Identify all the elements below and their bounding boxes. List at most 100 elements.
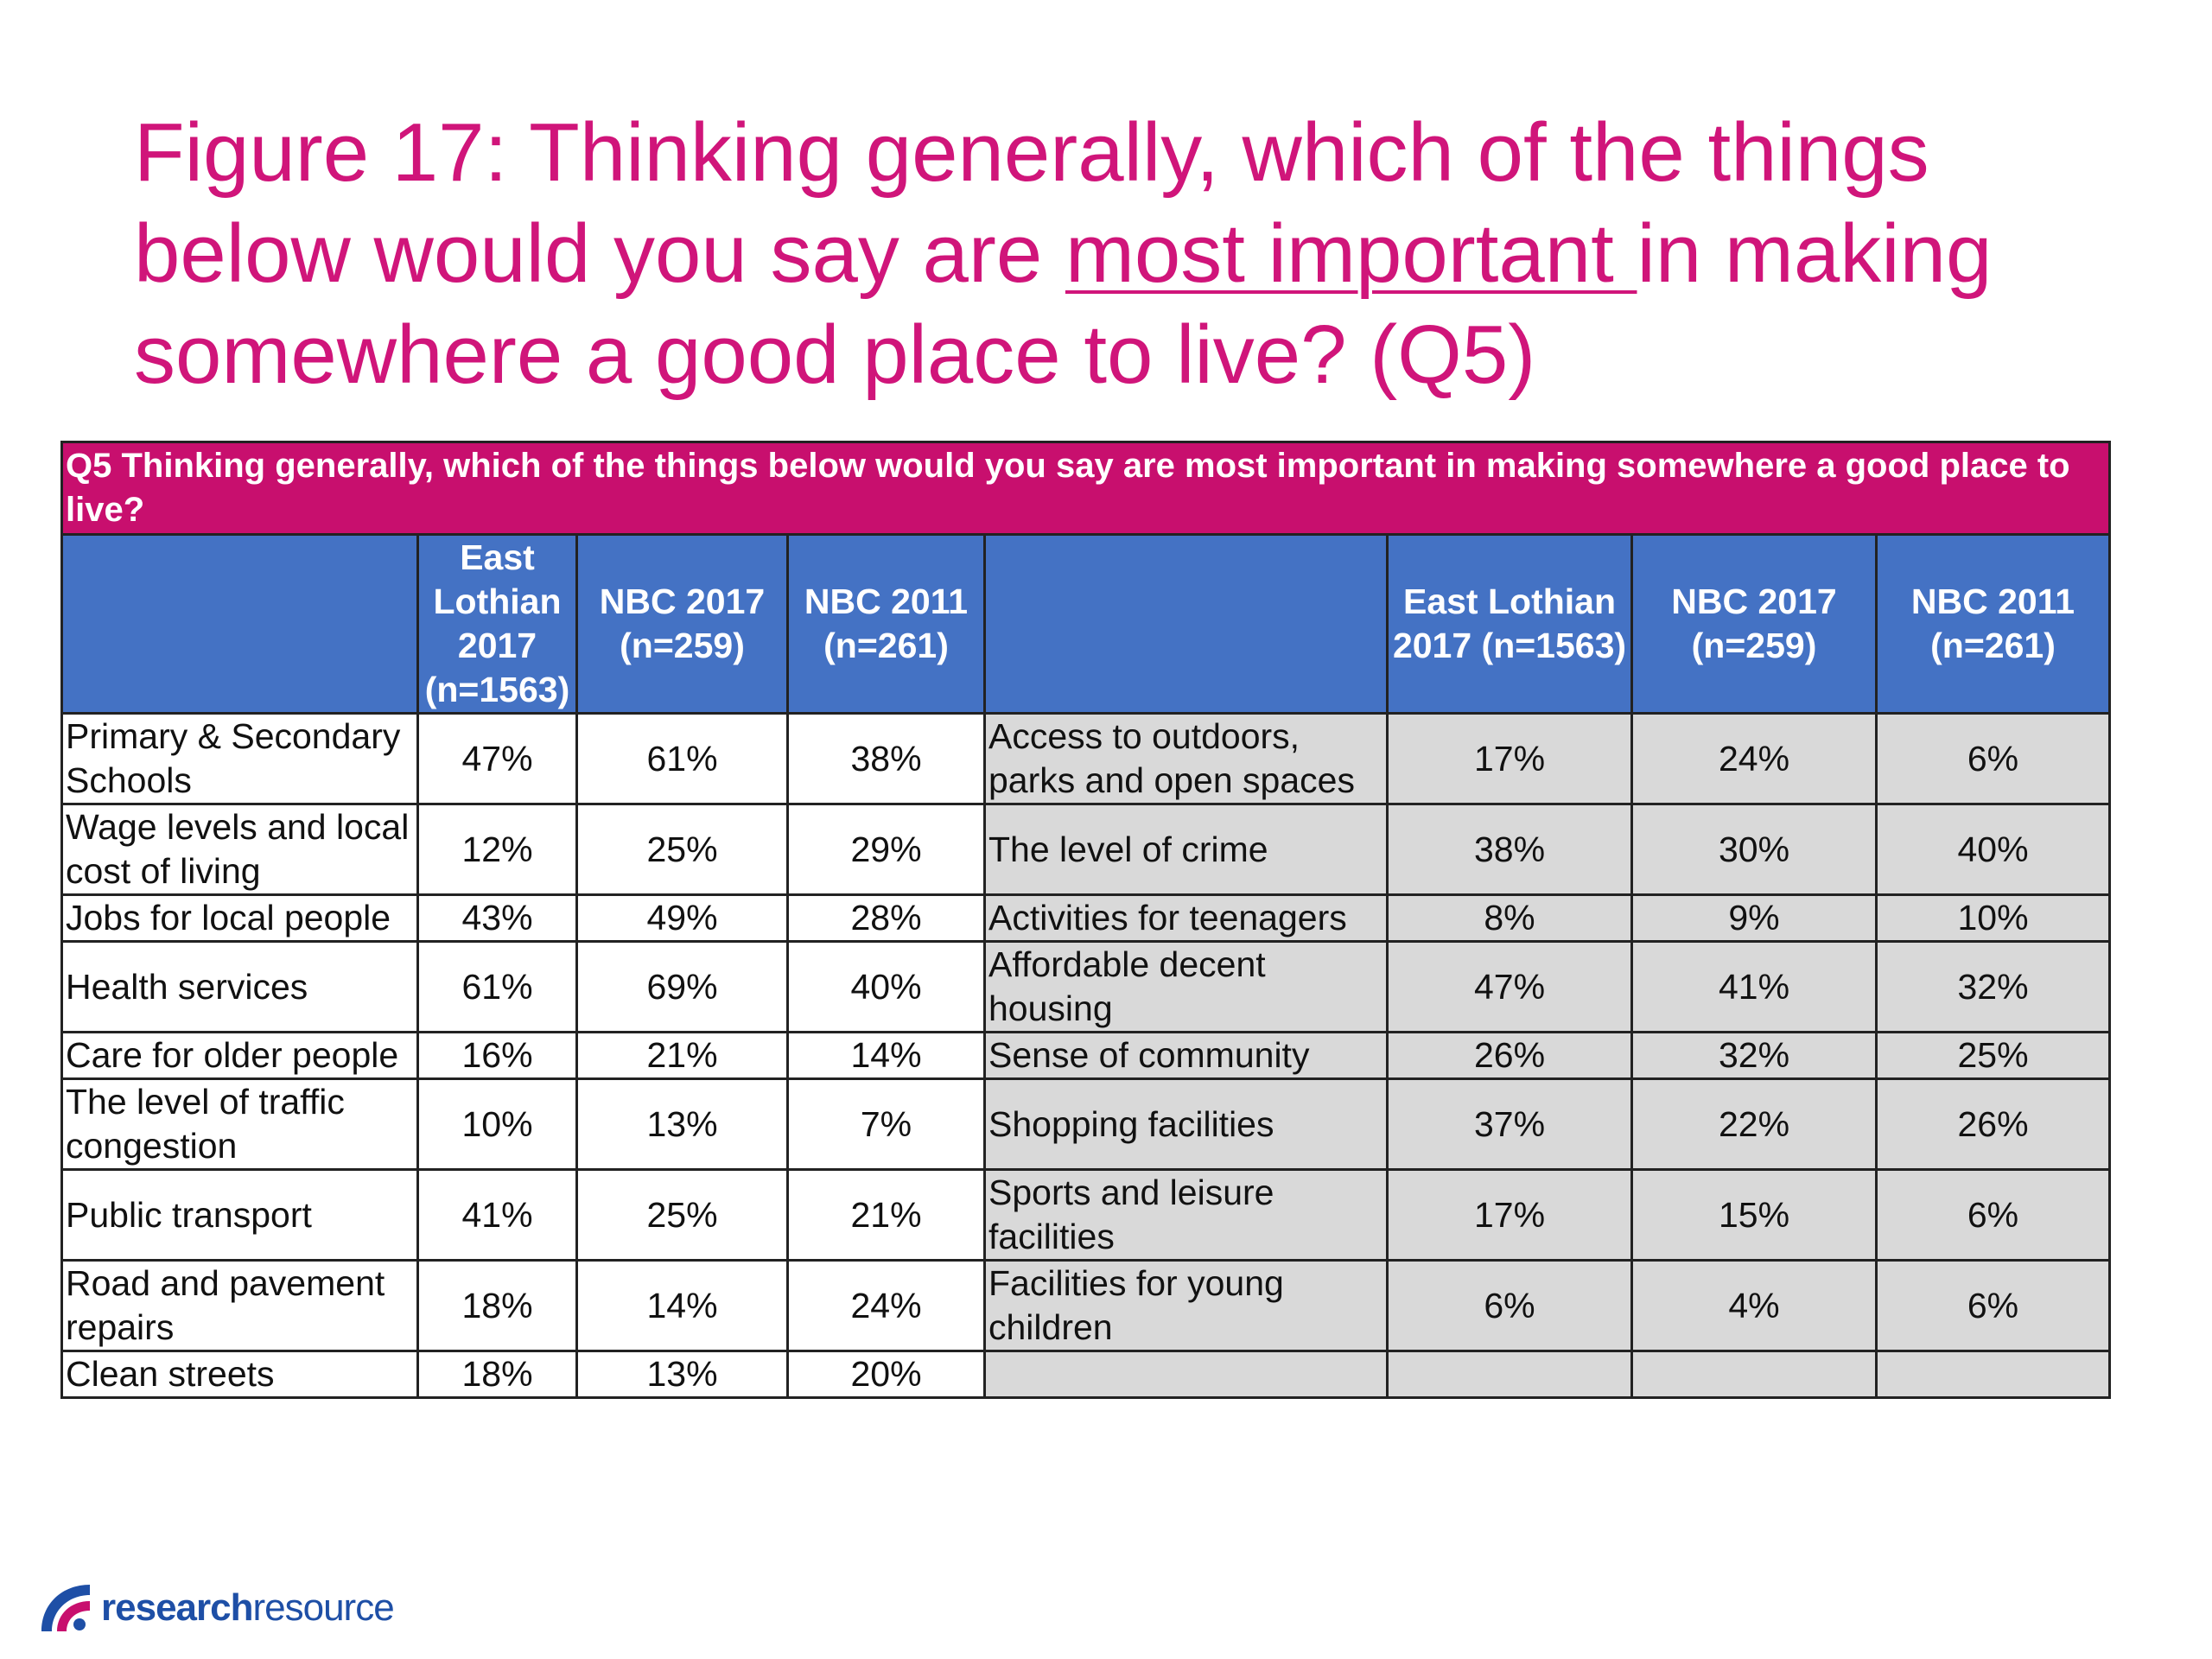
- row-label: Health services: [60, 940, 419, 1033]
- value-cell: 20%: [786, 1350, 986, 1399]
- row-label: Clean streets: [60, 1350, 419, 1399]
- row-label: Jobs for local people: [60, 893, 419, 943]
- table-row: Health services 61% 69% 40% Affordable decen…: [60, 940, 2111, 1033]
- research-resource-logo: researchresource: [36, 1571, 434, 1640]
- value-cell: 25%: [575, 1168, 789, 1262]
- value-cell: 16%: [416, 1031, 578, 1080]
- row-label: Sense of community: [983, 1031, 1389, 1080]
- figure-title: Figure 17: Thinking generally, which of …: [134, 102, 2121, 405]
- value-cell: 10%: [1875, 893, 2111, 943]
- value-cell: 8%: [1386, 893, 1633, 943]
- value-cell: 37%: [1386, 1077, 1633, 1171]
- right-column-header-1: NBC 2017 (n=259): [1630, 533, 1878, 715]
- value-cell: 13%: [575, 1077, 789, 1171]
- row-label: Primary & Secondary Schools: [60, 712, 419, 805]
- column-header-row: East Lothian 2017 (n=1563) NBC 2017 (n=25…: [60, 533, 2111, 715]
- value-cell: 6%: [1875, 1259, 2111, 1352]
- value-cell: 29%: [786, 803, 986, 896]
- value-cell: 47%: [416, 712, 578, 805]
- value-cell: 24%: [786, 1259, 986, 1352]
- value-cell: 14%: [786, 1031, 986, 1080]
- table-row: Jobs for local people 43% 49% 28% Activities…: [60, 893, 2111, 943]
- value-cell: 61%: [575, 712, 789, 805]
- value-cell: 49%: [575, 893, 789, 943]
- value-cell: 47%: [1386, 940, 1633, 1033]
- table-row: Care for older people 16% 21% 14% Sense of c…: [60, 1031, 2111, 1080]
- right-label-header: [983, 533, 1389, 715]
- value-cell: [1875, 1350, 2111, 1399]
- title-text-start: Figure 17: Thinking generally, which of …: [134, 106, 1929, 300]
- right-column-header-2: NBC 2011 (n=261): [1875, 533, 2111, 715]
- table-row: Wage levels and local cost of living 12% 2…: [60, 803, 2111, 896]
- value-cell: 18%: [416, 1259, 578, 1352]
- value-cell: 22%: [1630, 1077, 1878, 1171]
- row-label: [983, 1350, 1389, 1399]
- value-cell: 26%: [1386, 1031, 1633, 1080]
- value-cell: 6%: [1875, 712, 2111, 805]
- table-row: Primary & Secondary Schools 47% 61% 38% Acce…: [60, 712, 2111, 805]
- value-cell: 69%: [575, 940, 789, 1033]
- value-cell: 13%: [575, 1350, 789, 1399]
- value-cell: 40%: [1875, 803, 2111, 896]
- table-row: Clean streets 18% 13% 20%: [60, 1350, 2111, 1399]
- title-emphasis: most important: [1065, 207, 1637, 300]
- value-cell: 9%: [1630, 893, 1878, 943]
- value-cell: 14%: [575, 1259, 789, 1352]
- left-label-header: [60, 533, 419, 715]
- value-cell: 4%: [1630, 1259, 1878, 1352]
- value-cell: 6%: [1875, 1168, 2111, 1262]
- logo-word-resource: resource: [252, 1586, 394, 1629]
- value-cell: 28%: [786, 893, 986, 943]
- row-label: Access to outdoors, parks and open space…: [983, 712, 1389, 805]
- title-text-end: in making somewhere a good place to live…: [134, 207, 1993, 401]
- value-cell: 26%: [1875, 1077, 2111, 1171]
- value-cell: 61%: [416, 940, 578, 1033]
- value-cell: 15%: [1630, 1168, 1878, 1262]
- row-label: Road and pavement repairs: [60, 1259, 419, 1352]
- question-header: Q5 Thinking generally, which of the thin…: [60, 441, 2111, 536]
- table-row: The level of traffic congestion 10% 13% 7% S…: [60, 1077, 2111, 1171]
- value-cell: 12%: [416, 803, 578, 896]
- value-cell: 32%: [1875, 940, 2111, 1033]
- results-table: Q5 Thinking generally, which of the thin…: [60, 441, 2111, 1399]
- value-cell: 41%: [416, 1168, 578, 1262]
- value-cell: 21%: [786, 1168, 986, 1262]
- row-label: Affordable decent housing: [983, 940, 1389, 1033]
- value-cell: 21%: [575, 1031, 789, 1080]
- row-label: Public transport: [60, 1168, 419, 1262]
- left-column-header-0: East Lothian 2017 (n=1563): [416, 533, 578, 715]
- left-column-header-2: NBC 2011 (n=261): [786, 533, 986, 715]
- value-cell: 30%: [1630, 803, 1878, 896]
- logo-word-research: research: [101, 1586, 253, 1629]
- row-label: Wage levels and local cost of living: [60, 803, 419, 896]
- logo-wordmark: researchresource: [101, 1586, 395, 1630]
- right-column-header-0: East Lothian 2017 (n=1563): [1386, 533, 1633, 715]
- value-cell: 6%: [1386, 1259, 1633, 1352]
- row-label: The level of crime: [983, 803, 1389, 896]
- table-body: Primary & Secondary Schools 47% 61% 38% Acce…: [60, 712, 2111, 1399]
- value-cell: 18%: [416, 1350, 578, 1399]
- value-cell: 38%: [1386, 803, 1633, 896]
- left-column-header-1: NBC 2017 (n=259): [575, 533, 789, 715]
- value-cell: 32%: [1630, 1031, 1878, 1080]
- row-label: Shopping facilities: [983, 1077, 1389, 1171]
- value-cell: 25%: [575, 803, 789, 896]
- row-label: Activities for teenagers: [983, 893, 1389, 943]
- row-label: Care for older people: [60, 1031, 419, 1080]
- value-cell: 10%: [416, 1077, 578, 1171]
- value-cell: [1386, 1350, 1633, 1399]
- value-cell: 25%: [1875, 1031, 2111, 1080]
- row-label: Sports and leisure facilities: [983, 1168, 1389, 1262]
- value-cell: [1630, 1350, 1878, 1399]
- value-cell: 38%: [786, 712, 986, 805]
- value-cell: 24%: [1630, 712, 1878, 805]
- value-cell: 43%: [416, 893, 578, 943]
- value-cell: 40%: [786, 940, 986, 1033]
- value-cell: 7%: [786, 1077, 986, 1171]
- value-cell: 17%: [1386, 1168, 1633, 1262]
- table-row: Public transport 41% 25% 21% Sports and leis…: [60, 1168, 2111, 1262]
- table-row: Road and pavement repairs 18% 14% 24% Facili…: [60, 1259, 2111, 1352]
- value-cell: 41%: [1630, 940, 1878, 1033]
- logo-arc-icon: [41, 1585, 90, 1631]
- row-label: Facilities for young children: [983, 1259, 1389, 1352]
